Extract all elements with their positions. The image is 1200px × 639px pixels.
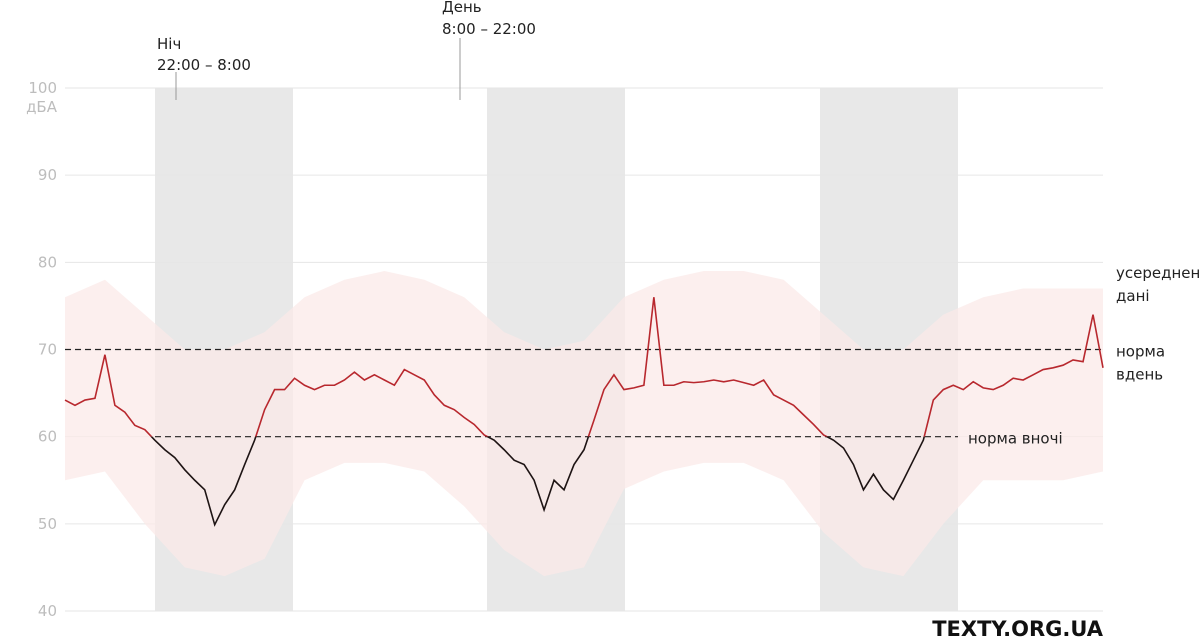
- range-band: [65, 271, 1103, 577]
- annotation: 8:00 – 22:00: [442, 20, 536, 38]
- reference-label: вдень: [1116, 366, 1163, 384]
- annotation: День: [442, 0, 482, 16]
- y-tick-label: 40: [38, 602, 57, 620]
- series-line-below: [150, 436, 926, 527]
- legend-label: дані: [1116, 287, 1150, 305]
- y-tick-label: 100: [28, 79, 57, 97]
- y-tick-label: 70: [38, 341, 57, 359]
- y-unit: дБА: [26, 98, 58, 116]
- reference-label: норма: [1116, 343, 1165, 361]
- reference-label: норма вночі: [968, 430, 1063, 448]
- y-tick-label: 50: [38, 515, 57, 533]
- annotation: Ніч: [157, 35, 181, 53]
- y-tick-label: 80: [38, 253, 57, 271]
- y-tick-label: 90: [38, 166, 57, 184]
- series-line: [64, 297, 1104, 437]
- y-tick-label: 60: [38, 428, 57, 446]
- annotation: 22:00 – 8:00: [157, 56, 251, 74]
- legend-label: усереднені: [1116, 264, 1200, 282]
- source: TEXTY.ORG.UA: [932, 617, 1104, 639]
